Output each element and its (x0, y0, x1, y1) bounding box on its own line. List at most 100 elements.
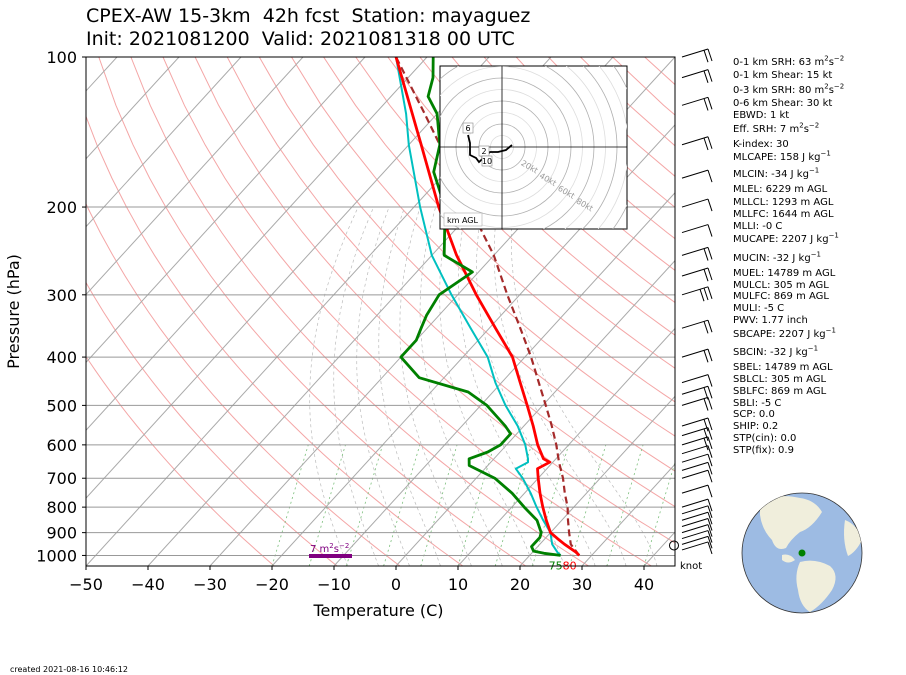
index-line: SBEL: 14789 m AGL (733, 362, 833, 373)
wind-barb (681, 541, 713, 555)
index-line: MULCL: 305 m AGL (733, 280, 829, 291)
y-tick-label: 200 (46, 198, 77, 217)
barb-staff (681, 541, 709, 551)
mixing-ratio-line (383, 444, 421, 566)
hodograph-height-box (481, 155, 493, 167)
barb-flag (703, 437, 709, 451)
y-tick-label: 100 (46, 48, 77, 67)
index-line: MULFC: 869 m AGL (733, 291, 829, 302)
wind-barb (681, 453, 713, 467)
mixing-ratio-line (346, 444, 384, 566)
barb-flag (703, 98, 709, 111)
wind-barb (681, 286, 713, 302)
chart-title-line1: CPEX-AW 15-3km 42h fcst Station: mayague… (86, 5, 531, 27)
barb-flag (703, 50, 709, 63)
moist-adiabat (510, 206, 658, 566)
index-line: Eff. SRH: 7 m2s−2 (733, 121, 820, 135)
index-line: MLCIN: -34 J kg−1 (733, 166, 820, 180)
barb-flag (707, 48, 713, 62)
dry-adiabat (130, 57, 589, 566)
moist-adiabat (333, 206, 379, 566)
index-line: MLEL: 6229 m AGL (733, 184, 828, 195)
isotherm (333, 191, 675, 566)
wind-barb (681, 505, 713, 518)
barb-flag (707, 445, 713, 458)
isotherm (581, 463, 675, 566)
wind-barb (681, 348, 713, 363)
wind-barb (681, 385, 713, 400)
location-globe (741, 492, 863, 614)
created-timestamp: created 2021-08-16 10:46:12 (10, 665, 128, 674)
dry-adiabat (419, 57, 675, 304)
mixing-ratio-line (569, 444, 607, 566)
barb-flag (707, 198, 713, 212)
chart-title-line2: Init: 2021081200 Valid: 2021081318 00 UT… (86, 28, 515, 50)
index-line: MLCAPE: 158 J kg−1 (733, 149, 831, 163)
index-line: SBCAPE: 2207 J kg−1 (733, 326, 836, 340)
barb-flag (703, 269, 709, 282)
mixing-ratio-line (420, 444, 458, 566)
barb-staff (681, 445, 709, 455)
x-tick-label: −40 (131, 575, 165, 594)
barb-staff (681, 374, 709, 384)
hodograph-frame (439, 65, 628, 230)
barb-flag (707, 348, 713, 362)
dry-adiabat (86, 281, 338, 566)
dry-adiabat (162, 57, 652, 566)
wind-barb (681, 267, 713, 282)
wind-barb (681, 374, 713, 387)
index-line: MUCAPE: 2207 J kg−1 (733, 231, 839, 245)
barb-staff (681, 469, 709, 479)
barb-flag (707, 536, 713, 549)
dry-adiabat (226, 57, 675, 508)
wind-barb (681, 427, 713, 442)
barb-staff (681, 461, 709, 471)
wind-barb (681, 169, 713, 183)
moist-adiabat (458, 206, 565, 566)
barb-flag (707, 454, 713, 467)
index-line: 0-6 km Shear: 30 kt (733, 98, 833, 109)
index-line: 0-1 km Shear: 15 kt (733, 70, 833, 81)
wind-barb (681, 469, 713, 483)
barb-flag (699, 289, 705, 302)
barb-flag (707, 397, 713, 410)
barb-staff (681, 524, 709, 534)
barb-flag (707, 518, 713, 531)
wind-barb (681, 224, 713, 237)
wind-unit-label: knot (680, 561, 702, 572)
isotherm (271, 124, 675, 566)
barb-flag (707, 169, 713, 183)
index-line: SBCIN: -32 J kg−1 (733, 344, 819, 358)
hodograph-height-label: 6 (465, 124, 470, 133)
plot-frame (85, 56, 676, 567)
barb-flag (703, 248, 709, 261)
barb-flag (707, 462, 713, 475)
barb-flag (703, 350, 709, 363)
barb-flag (707, 224, 713, 237)
index-line: MUCIN: -32 J kg−1 (733, 250, 822, 264)
wind-barb (681, 498, 713, 512)
srh-bar-label: 7 m2s−2 (310, 542, 349, 555)
barb-flag (707, 320, 713, 333)
dry-adiabat (86, 202, 401, 566)
barb-staff (681, 198, 709, 208)
index-line: 0-1 km SRH: 63 m2s−2 (733, 54, 845, 68)
mixing-ratio-line (271, 444, 309, 566)
hodograph-unit-box (443, 212, 483, 227)
dry-adiabat (86, 355, 275, 566)
x-axis-label: Temperature (C) (312, 601, 443, 620)
wind-barb (681, 518, 713, 531)
barb-staff (681, 224, 709, 234)
hodograph-unit-label: km AGL (447, 216, 479, 225)
index-line: SBLFC: 869 m AGL (733, 386, 827, 397)
barb-flag (703, 419, 709, 432)
index-line: STP(fix): 0.9 (733, 445, 794, 456)
wind-barb (681, 396, 713, 411)
isotherm (86, 57, 366, 364)
isotherm (395, 259, 675, 566)
barb-flag (707, 136, 713, 149)
x-tick-label: −30 (193, 575, 227, 594)
barb-flag (707, 97, 713, 110)
isotherm (457, 327, 675, 566)
x-tick-label: 0 (391, 575, 401, 594)
